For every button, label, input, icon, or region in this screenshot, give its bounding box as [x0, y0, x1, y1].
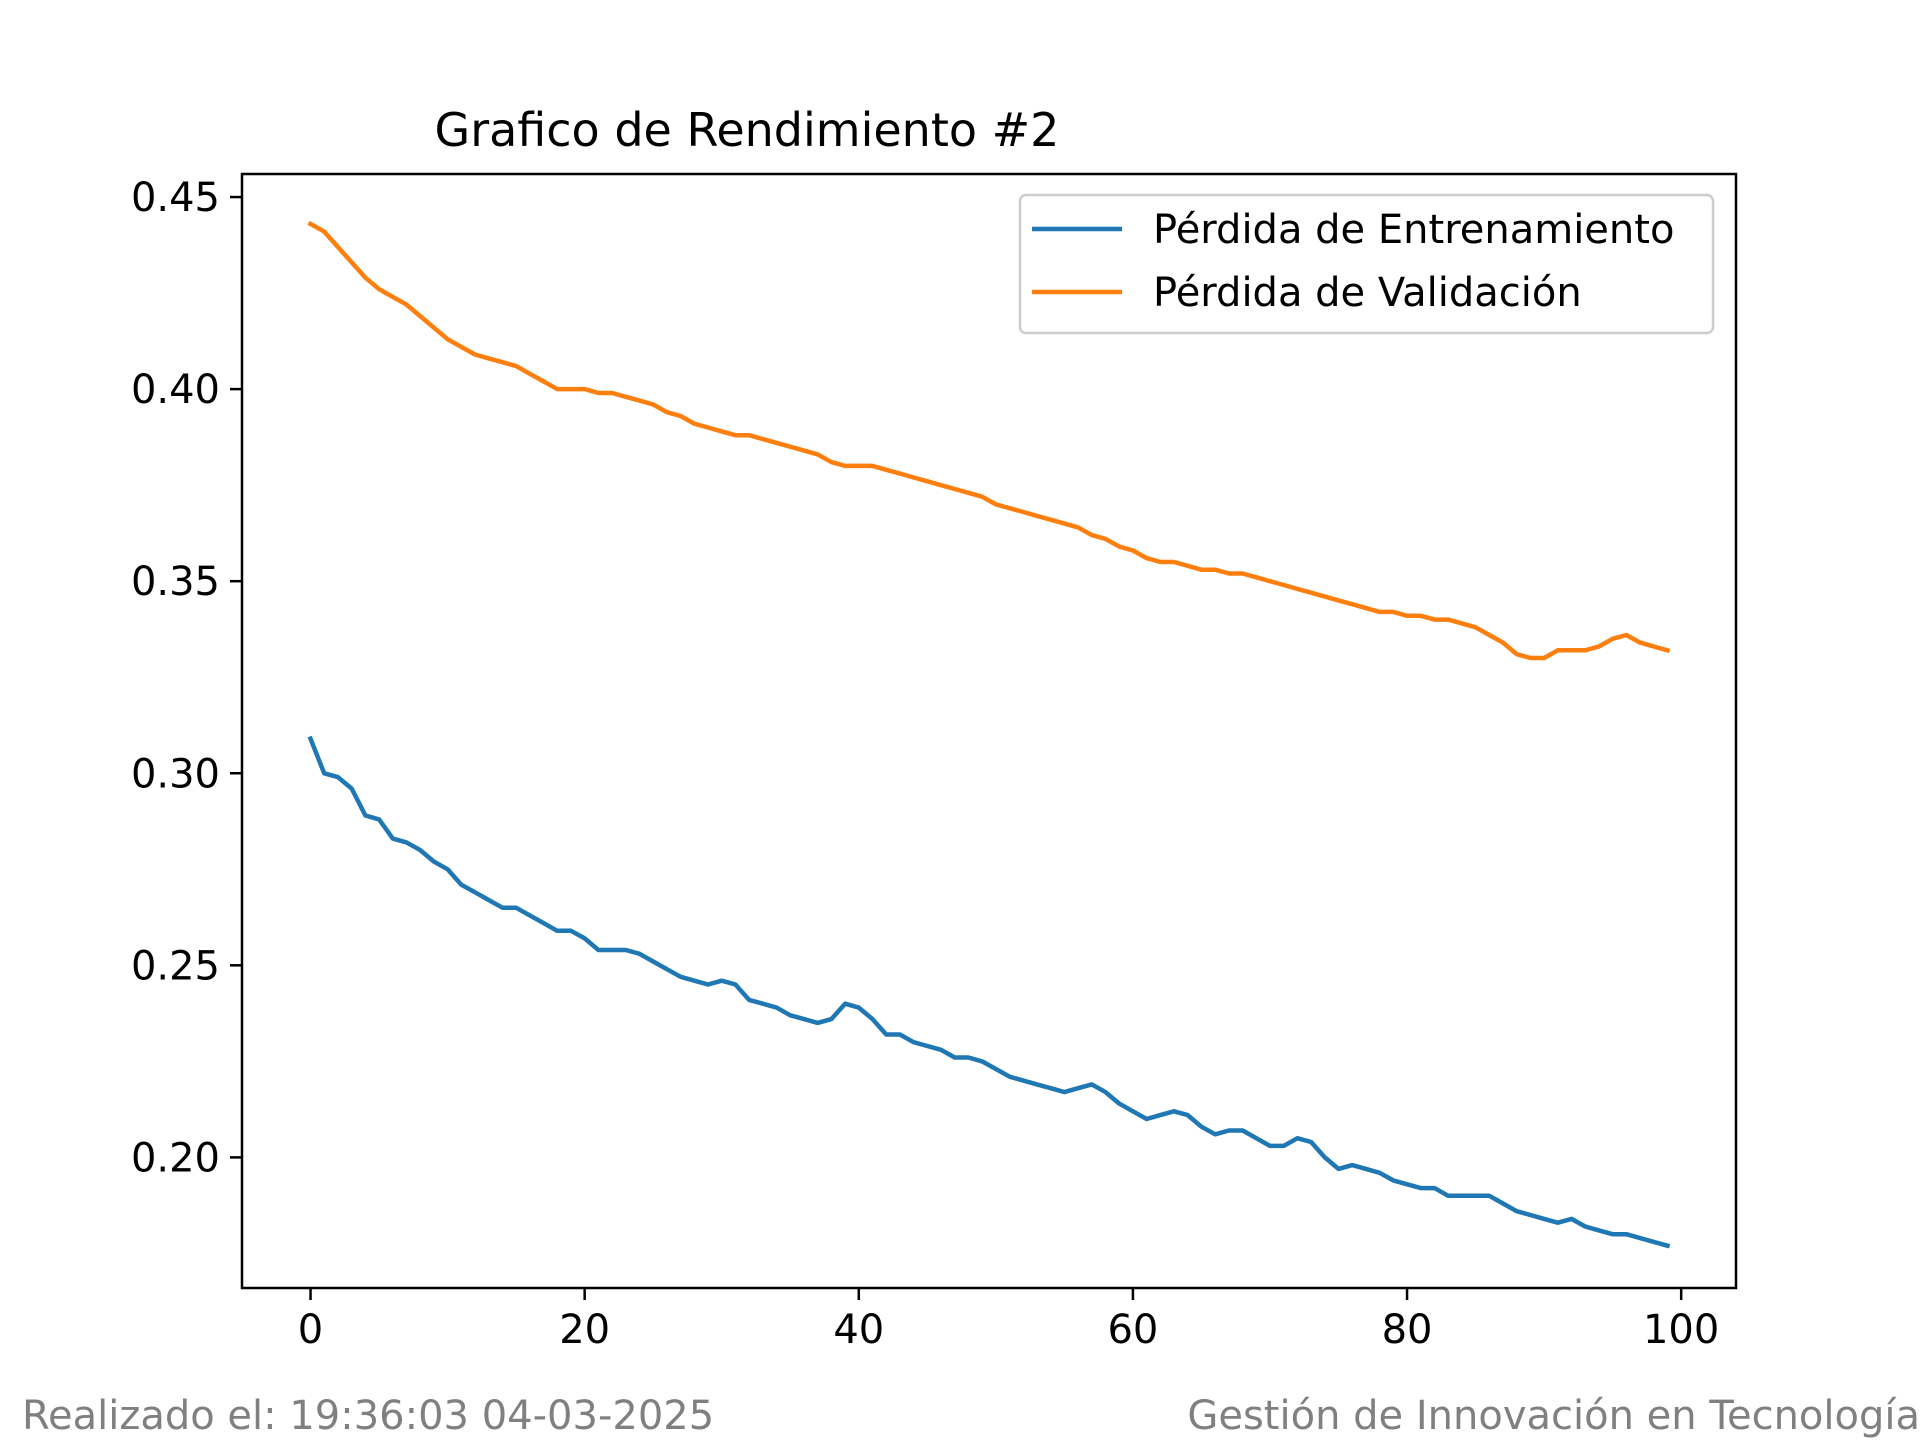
- y-tick-label: 0.30: [131, 751, 220, 797]
- x-axis: 0 20 40 60 80 100: [298, 1288, 1719, 1353]
- chart-title: Grafico de Rendimiento #2: [435, 103, 1060, 157]
- y-tick-label: 0.20: [131, 1135, 220, 1181]
- legend-label-validation: Pérdida de Validación: [1153, 270, 1582, 316]
- legend-box: [1018, 193, 1715, 335]
- y-axis: 0.20 0.25 0.30 0.35 0.40 0.45: [131, 175, 242, 1181]
- footer-timestamp: Realizado el: 19:36:03 04-03-2025: [22, 1393, 715, 1439]
- x-tick-label: 0: [298, 1307, 323, 1353]
- x-tick-label: 40: [833, 1307, 884, 1353]
- x-tick-label: 60: [1107, 1307, 1158, 1353]
- x-tick-label: 20: [559, 1307, 610, 1353]
- series-line-training: [307, 735, 1671, 1249]
- legend-label-training: Pérdida de Entrenamiento: [1153, 207, 1674, 253]
- plot-frame: [240, 172, 1738, 1290]
- x-tick-label: 100: [1643, 1307, 1719, 1353]
- y-tick-label: 0.40: [131, 367, 220, 413]
- x-tick-label: 80: [1382, 1307, 1433, 1353]
- y-tick-label: 0.45: [131, 175, 220, 221]
- y-tick-label: 0.35: [131, 559, 220, 605]
- series-line-validation: [307, 220, 1671, 661]
- legend: Pérdida de Entrenamiento Pérdida de Vali…: [1018, 193, 1715, 335]
- plot-lines: [307, 220, 1671, 1249]
- footer-organization: Gestión de Innovación en Tecnología: [1187, 1393, 1920, 1439]
- y-tick-label: 0.25: [131, 943, 220, 989]
